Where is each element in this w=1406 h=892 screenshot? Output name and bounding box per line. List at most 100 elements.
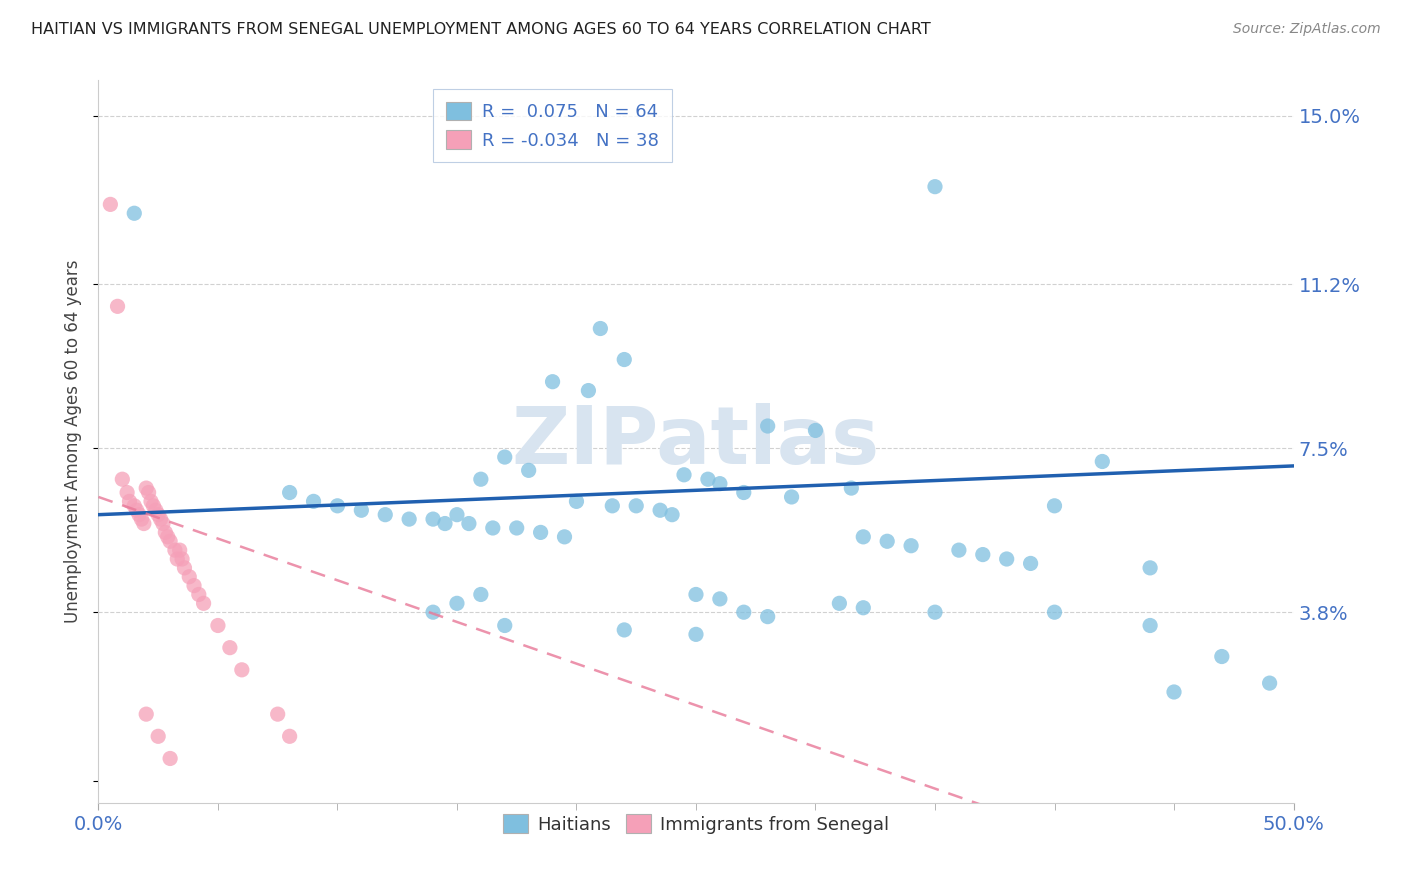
Point (804, 424, 827, 438)
Text: Source: ZipAtlas.com: Source: ZipAtlas.com (1233, 22, 1381, 37)
Point (494, 450, 516, 464)
Point (470, 587, 492, 601)
Point (155, 525, 177, 540)
Point (172, 552, 194, 566)
Point (673, 467, 696, 482)
Y-axis label: Unemployment Among Ages 60 to 64 years: Unemployment Among Ages 60 to 64 years (65, 260, 83, 624)
Point (124, 206, 146, 220)
Point (1139, 561, 1161, 575)
Point (494, 618, 516, 632)
Point (148, 729, 170, 743)
Point (139, 494, 162, 508)
Point (132, 516, 155, 531)
Point (187, 587, 209, 601)
Point (149, 512, 172, 526)
Point (541, 375, 564, 389)
Point (350, 503, 373, 517)
Point (589, 321, 612, 335)
Point (852, 600, 875, 615)
Point (685, 627, 707, 641)
Point (756, 419, 779, 434)
Point (125, 503, 148, 517)
Point (661, 508, 683, 522)
Point (578, 384, 600, 398)
Point (506, 521, 529, 535)
Point (613, 623, 636, 637)
Point (1043, 499, 1066, 513)
Point (267, 707, 290, 722)
Point (118, 494, 141, 508)
Point (841, 481, 863, 495)
Point (648, 503, 672, 517)
Point (111, 472, 134, 486)
Point (115, 485, 138, 500)
Point (995, 552, 1018, 566)
Point (434, 516, 457, 531)
Point (876, 534, 898, 549)
Point (163, 543, 186, 558)
Point (278, 729, 301, 743)
Point (948, 543, 970, 558)
Point (458, 516, 481, 531)
Point (1043, 605, 1066, 619)
Point (124, 499, 146, 513)
Point (1139, 618, 1161, 632)
Point (193, 596, 215, 610)
Point (733, 605, 755, 619)
Point (398, 512, 420, 526)
Point (422, 605, 444, 619)
Point (709, 591, 731, 606)
Point (470, 472, 492, 486)
Point (709, 476, 731, 491)
Point (156, 530, 179, 544)
Point (145, 503, 167, 517)
Point (422, 512, 444, 526)
Point (697, 472, 720, 486)
Point (1211, 649, 1233, 664)
Point (148, 508, 170, 522)
Point (517, 463, 540, 477)
Point (128, 508, 150, 522)
Point (554, 530, 576, 544)
Point (326, 499, 349, 513)
Point (828, 596, 851, 610)
Point (138, 485, 160, 500)
Text: HAITIAN VS IMMIGRANTS FROM SENEGAL UNEMPLOYMENT AMONG AGES 60 TO 64 YEARS CORREL: HAITIAN VS IMMIGRANTS FROM SENEGAL UNEMP… (31, 22, 931, 37)
Point (207, 618, 229, 632)
Point (159, 534, 181, 549)
Point (1019, 557, 1042, 571)
Point (135, 707, 157, 722)
Point (1258, 676, 1281, 690)
Point (131, 512, 153, 526)
Point (179, 570, 201, 584)
Point (152, 516, 174, 531)
Point (626, 499, 648, 513)
Point (98, 197, 122, 211)
Point (1163, 685, 1185, 699)
Point (173, 561, 195, 575)
Text: ZIPatlas: ZIPatlas (512, 402, 880, 481)
Point (565, 494, 588, 508)
Point (685, 587, 707, 601)
Point (900, 539, 922, 553)
Point (852, 530, 875, 544)
Point (733, 485, 755, 500)
Point (107, 299, 129, 313)
Point (166, 552, 188, 566)
Point (135, 481, 157, 495)
Point (183, 579, 205, 593)
Point (159, 751, 181, 765)
Point (530, 525, 553, 540)
Point (972, 548, 994, 562)
Point (613, 352, 636, 367)
Point (1091, 454, 1114, 468)
Point (219, 640, 242, 655)
Point (780, 490, 803, 504)
Point (446, 508, 468, 522)
Legend: Haitians, Immigrants from Senegal: Haitians, Immigrants from Senegal (492, 804, 900, 845)
Point (169, 543, 191, 558)
Point (924, 179, 946, 194)
Point (924, 605, 946, 619)
Point (374, 508, 396, 522)
Point (446, 596, 468, 610)
